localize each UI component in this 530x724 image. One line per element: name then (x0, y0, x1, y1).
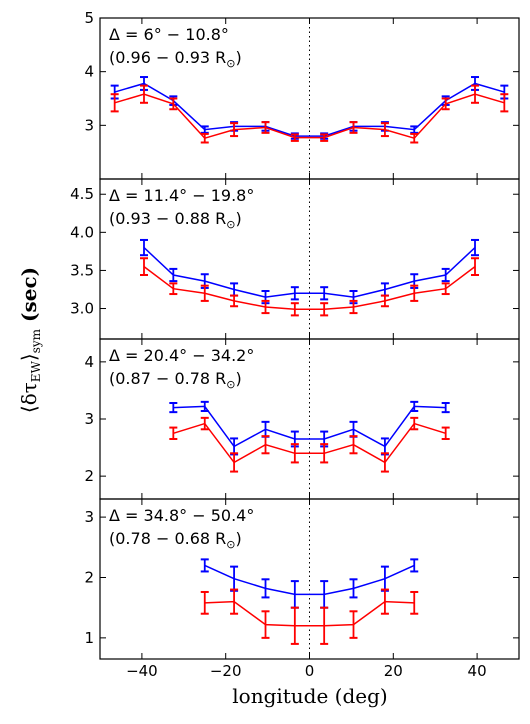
series-line-1 (204, 564, 415, 596)
panel-3: 2 3 4 Δ = 20.4° − 34.2° (0.87 − 0.78 R⊙) (84, 338, 520, 500)
series-line-2 (114, 93, 505, 140)
panel-range-label: Δ = 11.4° − 19.8° (109, 186, 254, 205)
x-axis: −40 −20 0 20 40 (126, 662, 487, 680)
panels: 3 4 5 Δ = 6° − 10.8° (0.96 − 0.93 R⊙) 3.0 3.5 4… (70, 9, 520, 660)
series-line-2 (143, 266, 476, 311)
y-label-unit: (sec) (17, 267, 41, 329)
y-tick-label: 3.5 (70, 261, 94, 279)
panel-radius-label: (0.78 − 0.68 R⊙) (109, 529, 242, 551)
y-tick-label: 4.5 (70, 185, 94, 203)
y-tick-label: 3 (84, 410, 94, 428)
y-tick-label: 4 (84, 63, 94, 81)
panel-range-label: Δ = 20.4° − 34.2° (109, 346, 254, 365)
x-tick-label: 0 (305, 662, 315, 680)
series-line-1 (114, 82, 505, 137)
y-axis-label: ⟨δτEW⟩sym (sec) (17, 267, 43, 413)
y-tick-label: 3 (84, 508, 94, 526)
series-line-1 (143, 247, 476, 298)
x-axis-label: longitude (deg) (232, 684, 387, 708)
x-tick-label: −40 (126, 662, 158, 680)
y-tick-label: 4 (84, 353, 94, 371)
panel-frame (99, 498, 520, 660)
y-tick-label: 3 (84, 116, 94, 134)
panel-4: 1 2 3 Δ = 34.8° − 50.4° (0.78 − 0.68 R⊙) (84, 498, 520, 660)
y-label-main: ⟨δτ (17, 382, 41, 413)
x-tick-label: 40 (468, 662, 487, 680)
y-tick-label: 2 (84, 568, 94, 586)
y-tick-label: 4.0 (70, 223, 94, 241)
y-label-mid: ⟩ (17, 353, 41, 361)
panel-range-label: Δ = 34.8° − 50.4° (109, 506, 254, 525)
panel-2: 3.0 3.5 4.0 4.5 Δ = 11.4° − 19.8° (0.93 − 0.8… (70, 178, 520, 340)
panel-radius-label: (0.87 − 0.78 R⊙) (109, 369, 242, 391)
y-tick-label: 3.0 (70, 300, 94, 318)
y-tick-label: 2 (84, 467, 94, 485)
panel-radius-label: (0.96 − 0.93 R⊙) (109, 48, 242, 70)
series-line-2 (204, 600, 415, 627)
x-tick-label: 20 (384, 662, 403, 680)
x-tick-label: −20 (210, 662, 242, 680)
y-label-sub1: EW (29, 360, 43, 382)
panel-radius-label: (0.93 − 0.88 R⊙) (109, 209, 242, 231)
series-line-2 (173, 422, 446, 464)
panel-1: 3 4 5 Δ = 6° − 10.8° (0.96 − 0.93 R⊙) (84, 9, 520, 180)
y-label-sub2: sym (29, 328, 43, 353)
panel-range-label: Δ = 6° − 10.8° (109, 25, 229, 44)
series-line-1 (173, 405, 446, 448)
y-tick-label: 1 (84, 629, 94, 647)
y-tick-label: 5 (84, 9, 94, 27)
